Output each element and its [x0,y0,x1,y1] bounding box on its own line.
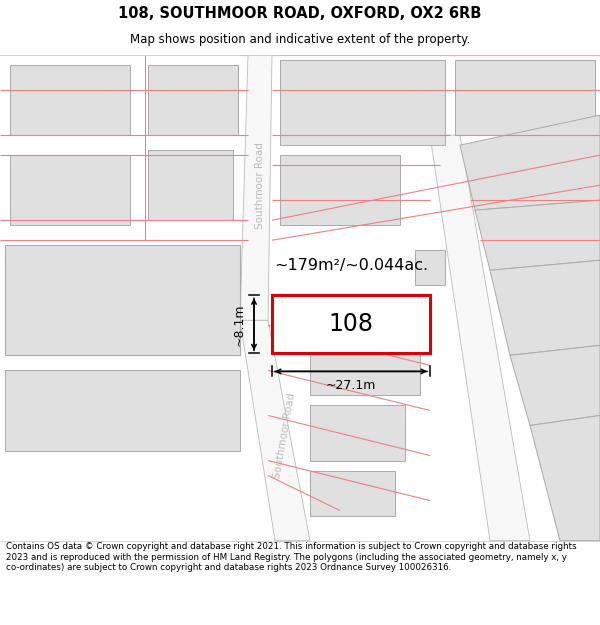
Text: Southmoor Road: Southmoor Road [255,142,265,229]
Text: Southmoor Road: Southmoor Road [272,392,298,479]
Polygon shape [490,260,600,356]
Bar [280,60,445,145]
Text: ~27.1m: ~27.1m [326,379,376,392]
Bar [415,250,445,285]
Bar [148,65,238,135]
Bar [148,150,233,220]
Polygon shape [240,55,272,321]
Polygon shape [430,135,530,541]
Bar [310,336,420,396]
Bar [310,471,395,516]
Text: ~179m²/~0.044ac.: ~179m²/~0.044ac. [274,258,428,273]
Text: ~8.1m: ~8.1m [233,303,246,346]
Bar [5,371,240,451]
Bar [5,245,240,356]
Polygon shape [530,416,600,541]
Text: Contains OS data © Crown copyright and database right 2021. This information is : Contains OS data © Crown copyright and d… [6,542,577,572]
Bar [272,295,430,353]
Text: 108: 108 [329,312,373,336]
Polygon shape [475,200,600,270]
Bar [280,155,400,225]
Bar [10,65,130,135]
Polygon shape [510,346,600,426]
Polygon shape [460,115,600,210]
Bar [10,155,130,225]
Text: Map shows position and indicative extent of the property.: Map shows position and indicative extent… [130,33,470,46]
Bar [455,60,595,135]
Text: 108, SOUTHMOOR ROAD, OXFORD, OX2 6RB: 108, SOUTHMOOR ROAD, OXFORD, OX2 6RB [118,6,482,21]
Bar [310,406,405,461]
Polygon shape [240,321,310,541]
